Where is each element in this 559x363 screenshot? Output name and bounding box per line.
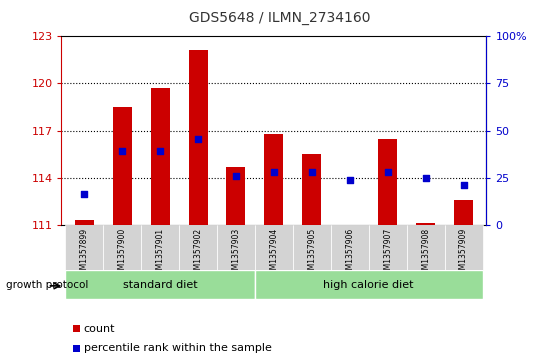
Bar bbox=[65, 225, 103, 270]
Bar bbox=[255, 270, 482, 299]
Text: GSM1357903: GSM1357903 bbox=[231, 228, 240, 280]
Point bbox=[231, 173, 240, 179]
Bar bbox=[113, 107, 132, 225]
Text: GSM1357902: GSM1357902 bbox=[193, 228, 202, 280]
Bar bbox=[150, 88, 169, 225]
Text: high calorie diet: high calorie diet bbox=[324, 280, 414, 290]
Text: standard diet: standard diet bbox=[123, 280, 197, 290]
Point bbox=[307, 170, 316, 175]
Point bbox=[80, 191, 89, 196]
Point bbox=[155, 148, 164, 154]
Bar bbox=[179, 225, 217, 270]
Point bbox=[459, 182, 468, 188]
Bar bbox=[65, 270, 255, 299]
Bar bbox=[444, 225, 482, 270]
Text: GDS5648 / ILMN_2734160: GDS5648 / ILMN_2734160 bbox=[189, 11, 370, 25]
Bar bbox=[407, 225, 444, 270]
Bar bbox=[217, 225, 255, 270]
Bar bbox=[75, 220, 94, 225]
Point bbox=[383, 170, 392, 175]
Text: count: count bbox=[84, 323, 115, 334]
Point bbox=[118, 148, 127, 154]
Text: growth protocol: growth protocol bbox=[6, 280, 88, 290]
Bar bbox=[331, 225, 369, 270]
Text: GSM1357899: GSM1357899 bbox=[80, 228, 89, 280]
Text: GSM1357901: GSM1357901 bbox=[155, 228, 164, 280]
Point bbox=[421, 175, 430, 181]
Bar bbox=[141, 225, 179, 270]
Bar bbox=[416, 224, 435, 225]
Bar bbox=[264, 134, 283, 225]
Text: GSM1357907: GSM1357907 bbox=[383, 228, 392, 280]
Point bbox=[269, 169, 278, 175]
Text: GSM1357909: GSM1357909 bbox=[459, 228, 468, 280]
Bar bbox=[369, 225, 407, 270]
Text: GSM1357908: GSM1357908 bbox=[421, 228, 430, 280]
Point bbox=[345, 178, 354, 183]
Bar bbox=[226, 167, 245, 225]
Text: percentile rank within the sample: percentile rank within the sample bbox=[84, 343, 272, 354]
Text: GSM1357904: GSM1357904 bbox=[269, 228, 278, 280]
Point bbox=[193, 136, 202, 142]
Bar bbox=[378, 139, 397, 225]
Bar bbox=[454, 200, 473, 225]
Text: GSM1357906: GSM1357906 bbox=[345, 228, 354, 280]
Bar bbox=[188, 50, 207, 225]
Text: GSM1357900: GSM1357900 bbox=[118, 228, 127, 280]
Bar bbox=[103, 225, 141, 270]
Bar bbox=[255, 225, 293, 270]
Bar bbox=[293, 225, 331, 270]
Text: GSM1357905: GSM1357905 bbox=[307, 228, 316, 280]
Bar bbox=[302, 154, 321, 225]
